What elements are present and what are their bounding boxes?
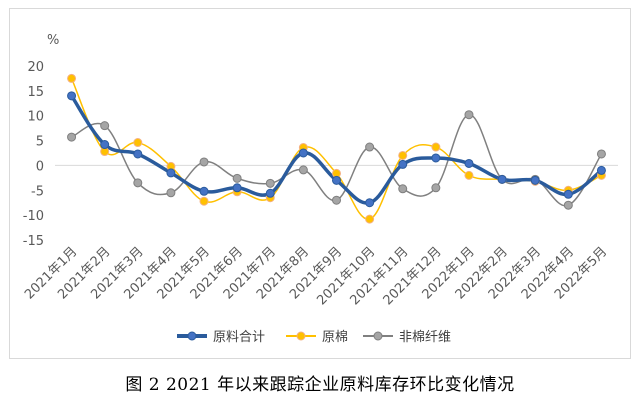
data-point bbox=[398, 184, 408, 194]
y-tick-label: 0 bbox=[36, 159, 44, 174]
y-tick-label: 10 bbox=[27, 110, 44, 125]
data-point bbox=[265, 178, 275, 188]
data-point bbox=[365, 214, 375, 224]
data-point bbox=[133, 149, 143, 159]
data-point bbox=[332, 195, 341, 205]
legend-label: 原棉 bbox=[322, 330, 348, 345]
chart-frame bbox=[9, 8, 631, 359]
y-tick-label: 20 bbox=[27, 60, 44, 75]
data-point bbox=[365, 142, 375, 152]
y-tick-label: 15 bbox=[27, 85, 44, 100]
data-point bbox=[398, 150, 408, 160]
legend-swatch-marker bbox=[187, 331, 197, 341]
data-point bbox=[265, 188, 275, 198]
y-axis-ticks: 20 15 10 5 0 -5 -10 -15 bbox=[23, 60, 44, 249]
y-tick-label: -15 bbox=[23, 234, 44, 249]
data-point bbox=[365, 198, 375, 208]
data-point bbox=[530, 175, 540, 185]
data-point bbox=[464, 110, 474, 120]
data-point bbox=[464, 158, 474, 168]
data-point bbox=[100, 140, 110, 150]
y-unit-label: % bbox=[47, 33, 59, 48]
data-point bbox=[67, 132, 77, 142]
data-point bbox=[67, 73, 77, 83]
series-line bbox=[71, 113, 603, 207]
x-axis-ticks: 2021年1月2021年2月2021年3月2021年4月2021年5月2021年… bbox=[22, 244, 610, 308]
y-tick-label: 5 bbox=[36, 135, 44, 150]
data-point bbox=[199, 196, 209, 206]
data-point bbox=[100, 121, 110, 131]
data-point bbox=[596, 165, 606, 175]
legend-label: 原料合计 bbox=[213, 330, 265, 345]
data-point bbox=[166, 168, 176, 178]
legend-swatch-marker bbox=[296, 331, 306, 341]
legend-label: 非棉纤维 bbox=[399, 330, 451, 345]
data-point bbox=[232, 173, 242, 183]
data-point bbox=[166, 188, 176, 198]
data-point bbox=[398, 159, 408, 169]
legend-swatch-marker bbox=[373, 331, 383, 341]
data-point bbox=[563, 189, 573, 199]
series-markers bbox=[67, 73, 606, 224]
y-tick-label: -10 bbox=[23, 209, 44, 224]
data-point bbox=[232, 183, 242, 193]
data-point bbox=[563, 200, 573, 210]
data-point bbox=[199, 157, 209, 167]
data-point bbox=[464, 170, 474, 180]
data-point bbox=[298, 148, 308, 158]
figure-caption: 图 2 2021 年以来跟踪企业原料库存环比变化情况 bbox=[125, 375, 515, 395]
data-point bbox=[67, 91, 77, 101]
data-point bbox=[332, 175, 341, 185]
data-point bbox=[199, 186, 209, 196]
data-point bbox=[133, 138, 143, 148]
y-tick-label: -5 bbox=[31, 184, 44, 199]
data-point bbox=[431, 183, 441, 193]
data-point bbox=[133, 178, 143, 188]
legend: 原料合计 原棉 非棉纤维 bbox=[177, 330, 451, 345]
data-point bbox=[431, 142, 441, 152]
data-point bbox=[497, 174, 507, 184]
data-point bbox=[596, 149, 606, 159]
data-point bbox=[298, 165, 308, 175]
data-point bbox=[431, 153, 441, 163]
